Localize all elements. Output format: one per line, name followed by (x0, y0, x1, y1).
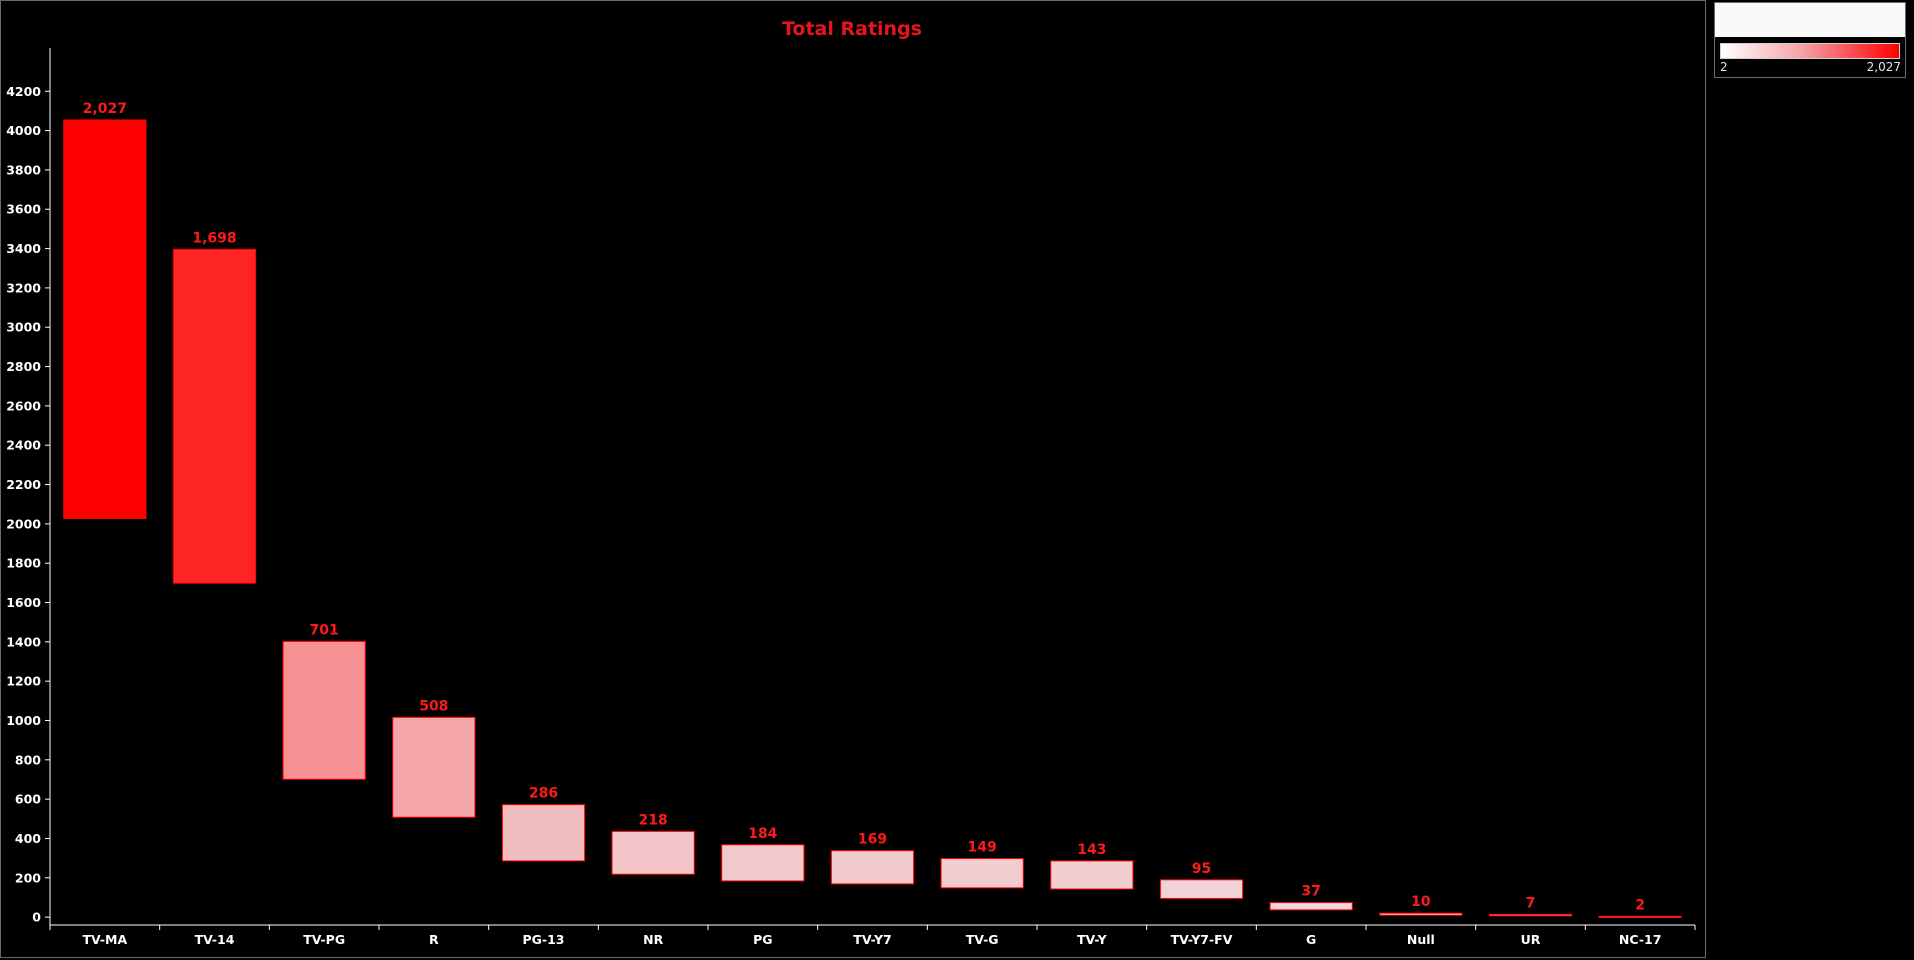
y-tick-label: 800 (15, 752, 41, 767)
bar-tv-y[interactable] (1050, 860, 1134, 890)
x-tick-label: TV-Y7-FV (1171, 932, 1233, 947)
bar-null[interactable] (1379, 912, 1463, 916)
chart-title: Total Ratings (782, 18, 922, 40)
x-tick-label: TV-Y7 (853, 932, 891, 947)
data-label: 508 (419, 698, 448, 714)
y-tick-label: 2600 (6, 398, 41, 413)
y-tick-label: 200 (15, 870, 41, 885)
y-tick-label: 3800 (6, 162, 41, 177)
bar-tv-pg[interactable] (282, 640, 366, 780)
x-tick-label: Null (1407, 932, 1435, 947)
y-tick-label: 4200 (6, 84, 41, 99)
chart-frame (0, 0, 1706, 958)
bar-tv-g[interactable] (940, 858, 1024, 889)
x-tick-label: R (429, 932, 439, 947)
x-tick-label: UR (1521, 932, 1541, 947)
y-tick-label: 0 (32, 910, 41, 925)
color-legend: 2 2,027 (1714, 2, 1906, 78)
y-tick-label: 2400 (6, 438, 41, 453)
data-label: 143 (1077, 842, 1106, 858)
data-label: 1,698 (192, 230, 236, 246)
x-tick-label: NR (643, 932, 663, 947)
bars: 2,027 1,698 701 508 286 218 184 169 149 143 95 37 10… (63, 101, 1682, 919)
bar-ur[interactable] (1488, 913, 1573, 917)
bar-nr[interactable] (611, 830, 695, 875)
y-tick-label: 1800 (6, 556, 41, 571)
data-label: 701 (310, 622, 339, 638)
legend-color-ramp (1720, 43, 1900, 59)
y-tick-label: 3200 (6, 280, 41, 295)
bar-chart: Total Ratings 0 200 400 600 800 1000 1200 1400 1… (6, 18, 1696, 947)
y-tick-label: 2200 (6, 477, 41, 492)
data-label: 37 (1301, 884, 1320, 900)
data-label: 169 (858, 832, 887, 848)
bar-tv-y7[interactable] (830, 850, 915, 885)
y-axis: 0 200 400 600 800 1000 1200 1400 1600 1800 2000 220… (6, 48, 51, 925)
data-label: 149 (968, 840, 997, 856)
y-tick-label: 1200 (6, 674, 41, 689)
x-tick-label: TV-PG (303, 932, 345, 947)
bar-pg-13[interactable] (501, 804, 586, 862)
legend-max-label: 2,027 (1866, 60, 1901, 74)
data-label: 7 (1526, 895, 1536, 911)
data-label: 286 (529, 786, 558, 802)
data-label: 10 (1411, 894, 1431, 910)
data-label: 218 (639, 812, 668, 828)
x-tick-label: TV-14 (195, 932, 235, 947)
data-label: 95 (1192, 861, 1211, 877)
bar-g[interactable] (1269, 902, 1353, 911)
x-tick-label: TV-Y (1077, 932, 1108, 947)
bar-nc-17[interactable] (1598, 915, 1682, 919)
y-tick-label: 400 (15, 831, 41, 846)
y-tick-label: 1400 (6, 634, 41, 649)
data-label: 184 (748, 826, 777, 842)
x-tick-label: G (1306, 932, 1316, 947)
bar-tv-y7-fv[interactable] (1159, 879, 1244, 899)
bar-pg[interactable] (721, 844, 805, 882)
legend-header (1715, 3, 1905, 37)
bar-tv-14[interactable] (172, 248, 257, 584)
x-tick-label: TV-MA (83, 932, 128, 947)
y-tick-label: 2000 (6, 516, 41, 531)
x-tick-label: TV-G (966, 932, 999, 947)
x-tick-label: PG-13 (522, 932, 564, 947)
y-tick-label: 3400 (6, 241, 41, 256)
data-label: 2,027 (83, 101, 127, 117)
x-tick-label: NC-17 (1619, 932, 1662, 947)
y-tick-label: 600 (15, 792, 41, 807)
y-tick-label: 1000 (6, 713, 41, 728)
x-axis: TV-MA TV-14 TV-PG R PG-13 NR PG TV-Y7 TV-G TV-Y TV… (49, 924, 1696, 947)
legend-min-label: 2 (1720, 60, 1728, 74)
x-tick-label: PG (753, 932, 772, 947)
y-tick-label: 3000 (6, 320, 41, 335)
bar-tv-ma[interactable] (63, 119, 147, 520)
y-tick-label: 2800 (6, 359, 41, 374)
y-tick-label: 1600 (6, 595, 41, 610)
data-label: 2 (1635, 897, 1645, 913)
bar-r[interactable] (392, 716, 476, 818)
y-tick-label: 4000 (6, 123, 41, 138)
y-tick-label: 3600 (6, 202, 41, 217)
